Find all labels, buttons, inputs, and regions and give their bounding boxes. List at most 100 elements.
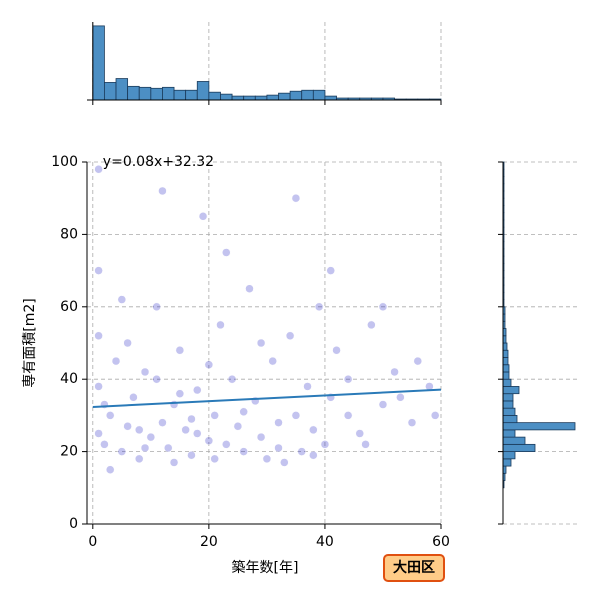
point [216, 320, 225, 330]
point [239, 407, 248, 417]
point [134, 454, 144, 464]
point [152, 302, 161, 312]
y-axis-label: 専有面積[m2] [22, 298, 38, 387]
point [100, 440, 109, 449]
point [193, 385, 202, 395]
point [175, 389, 185, 398]
point [94, 164, 103, 174]
point [94, 331, 103, 341]
point [129, 393, 138, 402]
point [94, 429, 103, 438]
point [256, 432, 266, 442]
point [163, 443, 173, 453]
y-tick-label: 20 [60, 444, 78, 460]
hist-bar [208, 91, 221, 101]
point [378, 400, 388, 409]
point [193, 429, 202, 438]
point [245, 284, 254, 293]
point [105, 465, 115, 474]
point [175, 345, 185, 355]
y-tick-label: 40 [60, 371, 78, 387]
point [378, 302, 388, 312]
hist-bar [231, 95, 245, 101]
x-axis-label: 築年数[年] [232, 560, 299, 576]
point [407, 418, 417, 427]
hist-bar [502, 342, 508, 351]
point [169, 458, 179, 467]
point [303, 382, 312, 391]
point [274, 443, 283, 453]
hist-bar [502, 386, 520, 395]
x-tick-label: 40 [316, 534, 334, 550]
point [169, 400, 179, 409]
point [140, 443, 150, 453]
hist-bar [173, 89, 187, 101]
x-tick-label: 60 [432, 534, 450, 550]
point [396, 393, 405, 402]
point [204, 436, 214, 445]
hist-bar [502, 422, 576, 431]
point [280, 458, 289, 467]
hist-bar [502, 371, 510, 380]
point [326, 266, 335, 275]
point [309, 425, 318, 435]
hist-bar [278, 92, 291, 101]
hist-bar [150, 87, 163, 101]
point [140, 367, 150, 377]
point [314, 302, 324, 312]
hist-bar [502, 349, 509, 358]
point [187, 450, 196, 460]
annotation: y=0.08x+32.32 [103, 154, 214, 170]
point [332, 345, 341, 355]
y-tick-label: 100 [51, 154, 78, 170]
hist-bar [115, 78, 129, 101]
hist-bar [185, 89, 198, 101]
hist-bar [502, 393, 514, 402]
point [343, 374, 353, 384]
x-tick-label: 20 [200, 534, 218, 550]
point [198, 212, 208, 221]
point [343, 411, 353, 420]
hist-bar [138, 86, 152, 101]
point [152, 374, 161, 384]
hist-bar [502, 378, 512, 387]
hist-bar [502, 400, 514, 409]
point [111, 356, 121, 366]
regression-line [92, 388, 442, 409]
point [239, 447, 248, 456]
hist-bar [502, 458, 512, 467]
hist-bar [301, 89, 314, 101]
point [146, 432, 156, 442]
hist-bar [266, 94, 279, 101]
point [355, 429, 365, 438]
point [222, 248, 231, 257]
point [94, 266, 103, 275]
point [268, 356, 277, 366]
point [210, 411, 219, 420]
point [105, 411, 115, 420]
point [262, 454, 272, 464]
hist-bar [312, 89, 326, 101]
point [361, 440, 370, 449]
hist-bar [502, 443, 536, 452]
point [222, 440, 231, 449]
point [227, 374, 237, 384]
point [233, 422, 243, 431]
hist-bar [104, 82, 117, 101]
hist-bar [324, 95, 337, 101]
badge-box [383, 554, 445, 582]
point [158, 418, 167, 427]
hist-bar [220, 93, 233, 101]
hist-bar [243, 95, 256, 101]
x-tick-label: 0 [88, 534, 97, 550]
point [274, 418, 283, 427]
point [367, 320, 376, 330]
hist-bar [502, 357, 509, 366]
point [291, 411, 301, 420]
hist-bar [502, 407, 516, 416]
point [297, 447, 306, 456]
hist-bar [162, 86, 175, 101]
point [309, 450, 318, 460]
y-tick-label: 60 [60, 299, 78, 315]
hist-bar [502, 436, 526, 445]
